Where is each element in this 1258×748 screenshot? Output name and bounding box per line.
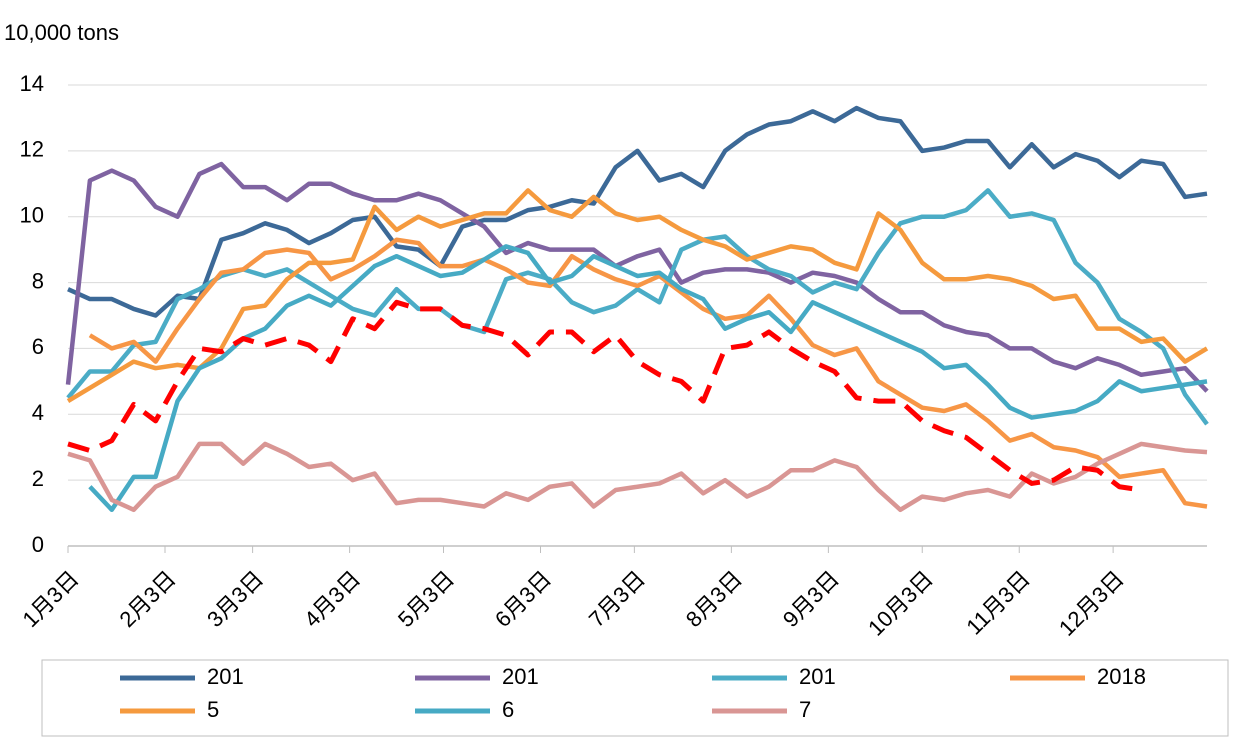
y-tick-label: 2 [32,466,44,491]
x-tick-label: 7月3日 [584,566,650,632]
series-line [65,161,1209,393]
legend-label: 2018 [1097,664,1146,689]
x-tick-label: 9月3日 [778,566,844,632]
x-tick-label: 8月3日 [681,566,747,632]
legend-label: 7 [799,697,811,722]
y-tick-label: 12 [20,137,44,162]
series-line [67,441,1208,513]
x-tick-label: 10月3日 [863,566,938,641]
series-line [67,299,1142,493]
y-tick-label: 6 [32,334,44,359]
series-line [88,237,1208,509]
legend-box [41,659,1229,737]
legend-label: 201 [502,664,539,689]
y-tick-label: 8 [32,268,44,293]
x-tick-label: 6月3日 [490,566,556,632]
legend-label: 201 [799,664,836,689]
y-tick-label: 10 [20,203,44,228]
x-tick-label: 3月3日 [202,566,268,632]
series-line [67,105,1208,318]
series-line [66,188,1209,404]
y-tick-label: 14 [20,71,44,96]
legend-label: 6 [502,697,514,722]
y-tick-label: 4 [32,400,44,425]
series-line [88,244,1208,513]
x-tick-label: 4月3日 [299,566,365,632]
x-tick-label: 12月3日 [1054,566,1129,641]
y-axis-label: 10,000 tons [4,20,119,45]
legend-label: 201 [207,664,244,689]
x-tick-label: 2月3日 [115,566,181,632]
series-line [66,188,1209,426]
x-tick-label: 11月3日 [961,566,1035,640]
legend-label: 5 [207,697,219,722]
x-tick-label: 5月3日 [393,566,459,632]
x-tick-label: 1月3日 [18,566,84,632]
y-tick-label: 0 [32,532,44,557]
